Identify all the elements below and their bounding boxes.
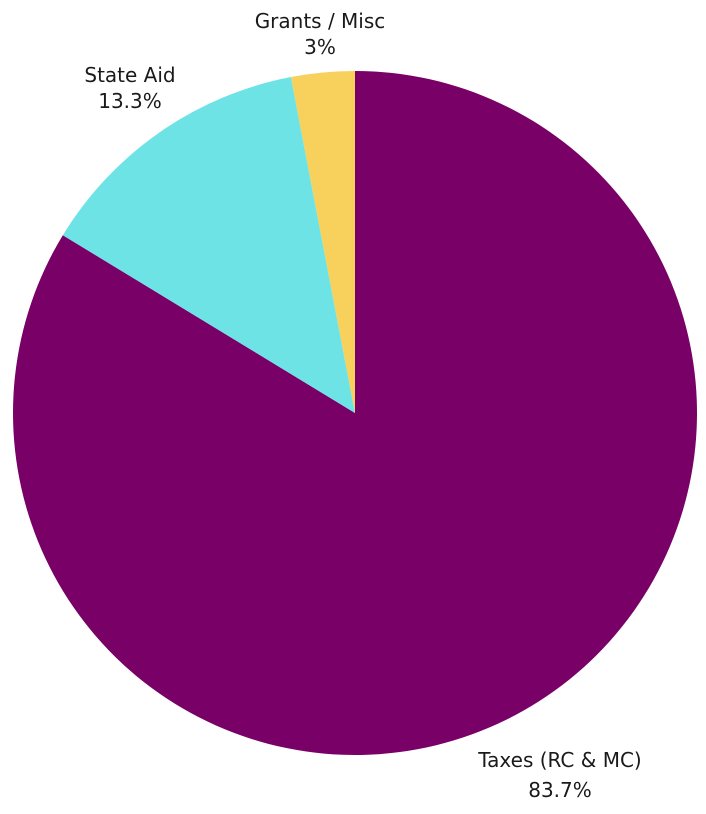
slice-label-value: 83.7% bbox=[528, 778, 592, 802]
slice-label-name: State Aid bbox=[84, 63, 175, 87]
slice-label-name: Taxes (RC & MC) bbox=[477, 748, 641, 772]
slice-label-value: 3% bbox=[304, 35, 336, 59]
pie-slice-state-aid bbox=[62, 77, 356, 413]
slice-label-name: Grants / Misc bbox=[255, 9, 386, 33]
pie-slices bbox=[13, 71, 698, 755]
slice-label-value: 13.3% bbox=[98, 89, 162, 113]
pie-slice-grants-misc bbox=[290, 71, 355, 413]
pie-slice-taxes-rc-mc bbox=[13, 71, 698, 755]
